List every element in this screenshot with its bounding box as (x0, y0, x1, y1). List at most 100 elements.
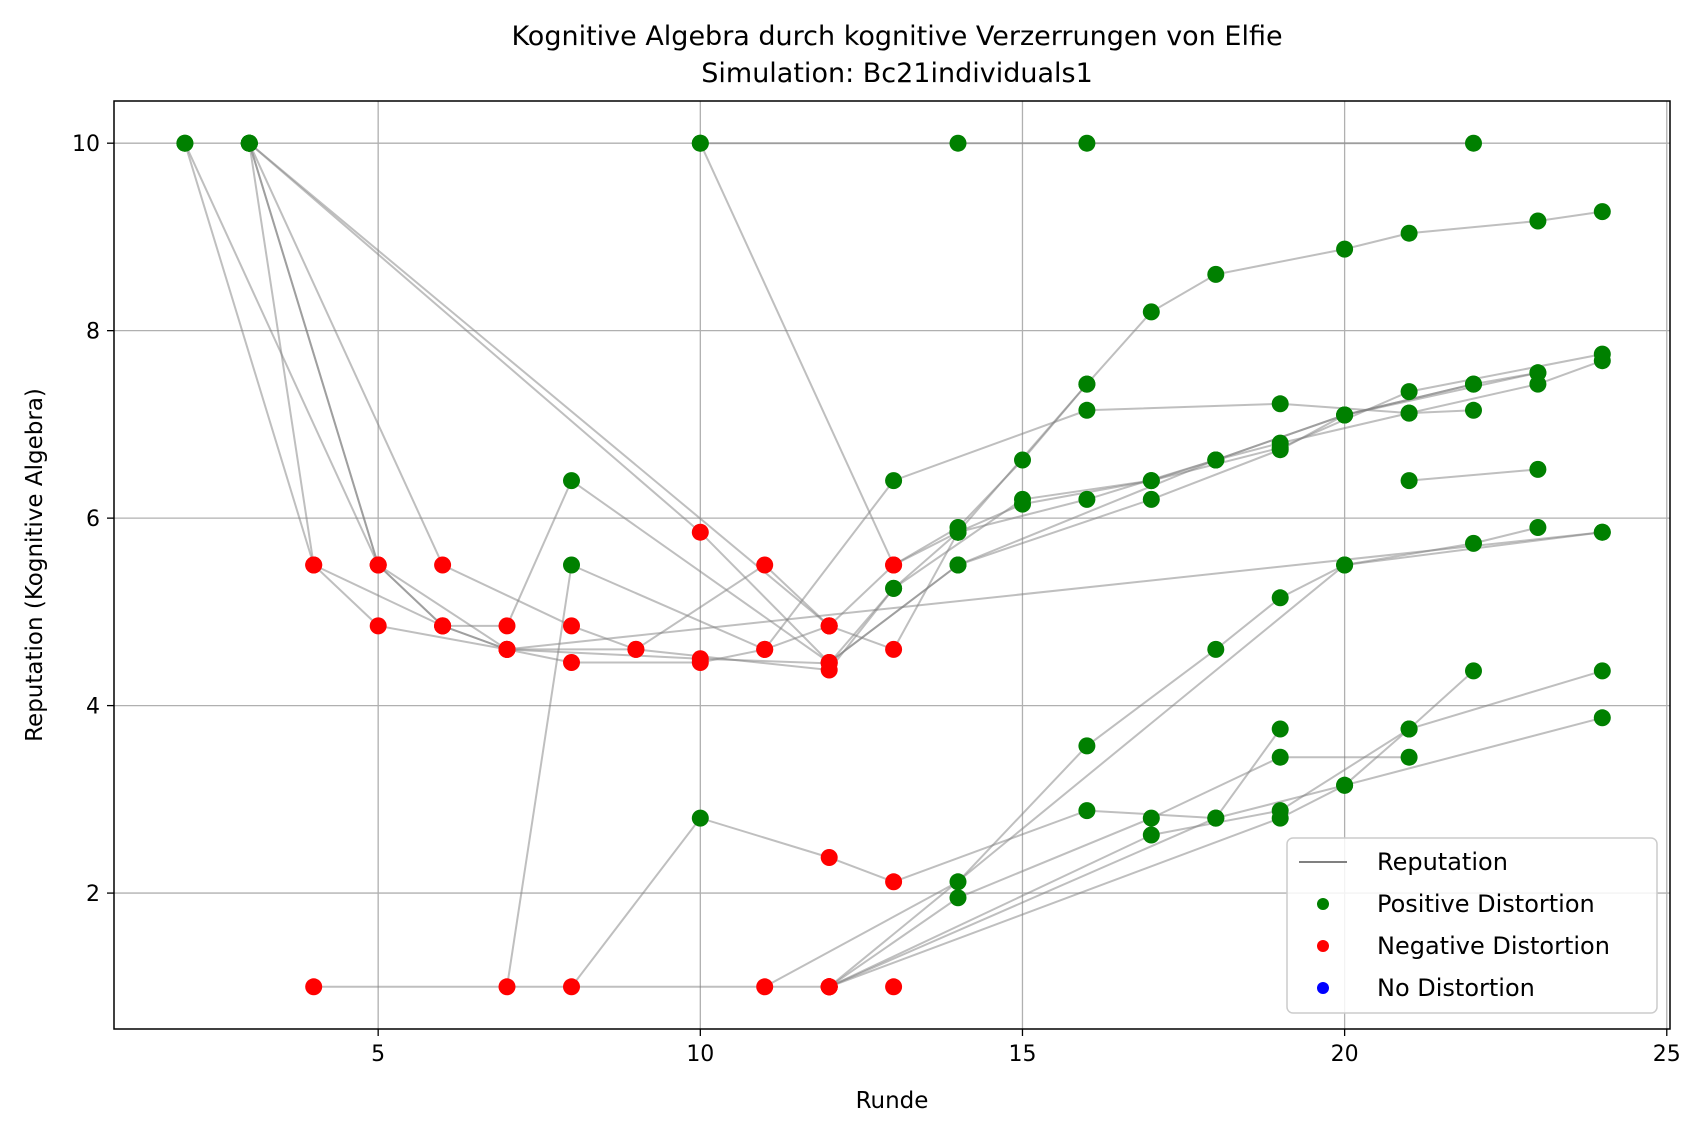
positive-distortion-point (1078, 375, 1096, 393)
y-axis-label: Reputation (Kognitive Algebra) (22, 388, 48, 742)
positive-distortion-point (1465, 375, 1482, 393)
positive-distortion-point (1078, 401, 1096, 419)
positive-distortion-point (1207, 451, 1225, 469)
positive-distortion-point (1207, 809, 1225, 827)
reputation-line (764, 526, 1539, 988)
negative-distortion-point (885, 978, 903, 996)
negative-distortion-point (563, 617, 580, 635)
positive-distortion-point (1078, 737, 1096, 755)
positive-distortion-point (1400, 472, 1418, 490)
positive-distortion-point (949, 873, 967, 891)
x-tick-label: 25 (1653, 1042, 1681, 1067)
legend-label: No Distortion (1377, 974, 1535, 1002)
positive-distortion-point (1336, 556, 1354, 574)
negative-distortion-point (434, 617, 452, 635)
data-points (176, 134, 1611, 996)
positive-distortion-point (1271, 720, 1289, 738)
legend-label: Positive Distortion (1377, 890, 1595, 918)
x-tick-label: 20 (1331, 1042, 1359, 1067)
negative-distortion-point (563, 978, 580, 996)
positive-distortion-point (1142, 303, 1160, 321)
positive-distortion-point (1014, 451, 1031, 469)
legend-label: Negative Distortion (1377, 932, 1610, 960)
negative-distortion-point (498, 978, 516, 996)
positive-distortion-point (1142, 490, 1160, 508)
plot-frame (113, 100, 1671, 1030)
negative-distortion-point (563, 654, 580, 671)
positive-distortion-point (1014, 490, 1031, 508)
negative-distortion-point (756, 556, 774, 574)
positive-distortion-point (1593, 203, 1611, 221)
positive-distortion-point (1336, 776, 1354, 794)
chart-subtitle: Simulation: Bc21individuals1 (701, 58, 1093, 89)
positive-distortion-point (563, 472, 580, 490)
negative-distortion-point (434, 556, 452, 574)
legend-label: Reputation (1377, 848, 1508, 876)
x-tick-label: 15 (1008, 1042, 1036, 1067)
positive-distortion-point (563, 556, 580, 574)
negative-distortion-point (369, 556, 387, 574)
negative-distortion-point (369, 617, 387, 635)
reputation-line (248, 142, 1539, 664)
positive-distortion-point (1271, 434, 1289, 452)
legend-swatch-dot (1317, 982, 1329, 994)
negative-distortion-point (305, 978, 323, 996)
x-tick-label: 5 (371, 1042, 385, 1067)
positive-distortion-point (1207, 265, 1225, 283)
negative-distortion-point (498, 617, 516, 635)
legend-box (1286, 837, 1658, 1014)
positive-distortion-point (885, 472, 903, 490)
y-tick-label: 10 (72, 132, 100, 157)
negative-distortion-point (820, 654, 838, 671)
negative-distortion-point (498, 640, 516, 658)
x-tick-label: 10 (686, 1042, 714, 1067)
negative-distortion-point (820, 849, 838, 866)
positive-distortion-point (1465, 134, 1482, 152)
positive-distortion-point (949, 556, 967, 574)
positive-distortion-point (1271, 809, 1289, 827)
positive-distortion-point (1593, 523, 1611, 541)
positive-distortion-point (885, 579, 903, 597)
positive-distortion-point (1529, 460, 1547, 478)
positive-distortion-point (1207, 640, 1225, 658)
legend-swatch-dot (1317, 898, 1329, 910)
negative-distortion-point (885, 640, 903, 658)
negative-distortion-point (691, 523, 709, 541)
positive-distortion-point (1271, 589, 1289, 607)
negative-distortion-point (756, 978, 774, 996)
positive-distortion-point (1400, 383, 1418, 401)
reputation-line (1409, 468, 1538, 482)
negative-distortion-point (820, 978, 838, 996)
y-tick-label: 2 (86, 882, 100, 907)
chart-title: Kognitive Algebra durch kognitive Verzer… (511, 21, 1282, 52)
reputation-line (183, 142, 1088, 651)
positive-distortion-point (949, 523, 967, 541)
positive-distortion-point (1593, 352, 1611, 370)
positive-distortion-point (1465, 534, 1482, 552)
positive-distortion-point (1142, 472, 1160, 490)
positive-distortion-point (1142, 826, 1160, 844)
positive-distortion-point (240, 134, 258, 152)
positive-distortion-point (176, 134, 194, 152)
positive-distortion-point (1271, 395, 1289, 413)
negative-distortion-point (691, 654, 709, 671)
positive-distortion-point (1400, 404, 1418, 422)
negative-distortion-point (885, 873, 903, 891)
positive-distortion-point (1593, 709, 1611, 727)
reputation-line (248, 142, 830, 627)
legend-swatch-dot (1317, 940, 1329, 952)
negative-distortion-point (305, 556, 323, 574)
positive-distortion-point (1529, 212, 1547, 230)
positive-distortion-point (1142, 809, 1160, 827)
positive-distortion-point (691, 809, 709, 827)
positive-distortion-point (1078, 490, 1096, 508)
positive-distortion-point (1465, 401, 1482, 419)
positive-distortion-point (691, 134, 709, 152)
positive-distortion-point (1078, 802, 1096, 820)
negative-distortion-point (820, 617, 838, 635)
x-axis-label: Runde (856, 1088, 929, 1114)
negative-distortion-point (756, 640, 774, 658)
positive-distortion-point (1078, 134, 1096, 152)
positive-distortion-point (949, 889, 967, 907)
